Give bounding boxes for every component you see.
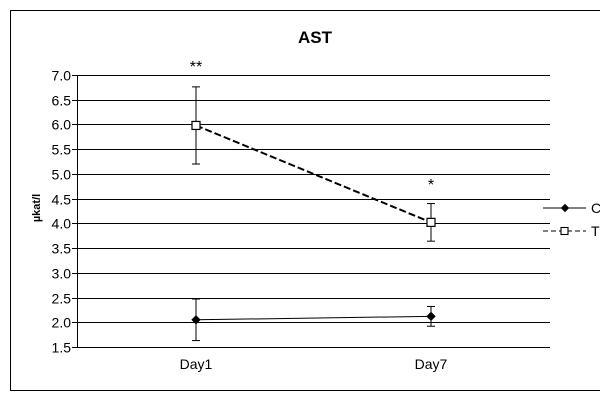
legend-marker-t xyxy=(561,228,568,235)
legend-label-c: C xyxy=(591,200,600,216)
y-tick-label: 2.0 xyxy=(52,315,72,331)
x-tick-label: Day1 xyxy=(180,356,213,372)
y-tick-label: 4.5 xyxy=(52,192,72,208)
y-tick-label: 7.0 xyxy=(52,68,72,84)
significance-label: * xyxy=(428,177,434,194)
y-tick-label: 5.0 xyxy=(52,167,72,183)
significance-label: ** xyxy=(190,59,202,76)
data-point-t xyxy=(192,121,200,129)
y-tick-label: 3.5 xyxy=(52,241,72,257)
y-tick-label: 1.5 xyxy=(52,340,72,356)
chart-border xyxy=(11,11,600,391)
y-axis-label: µkat/l xyxy=(31,194,43,222)
data-point-t xyxy=(427,218,435,226)
y-tick-label: 3.0 xyxy=(52,266,72,282)
legend-label-t: T xyxy=(591,223,600,239)
x-tick-label: Day7 xyxy=(415,356,448,372)
y-tick-label: 6.0 xyxy=(52,117,72,133)
y-tick-label: 2.5 xyxy=(52,291,72,307)
y-tick-label: 4.0 xyxy=(52,216,72,232)
chart-title: AST xyxy=(298,28,333,47)
y-tick-label: 6.5 xyxy=(52,93,72,109)
y-tick-label: 5.5 xyxy=(52,142,72,158)
